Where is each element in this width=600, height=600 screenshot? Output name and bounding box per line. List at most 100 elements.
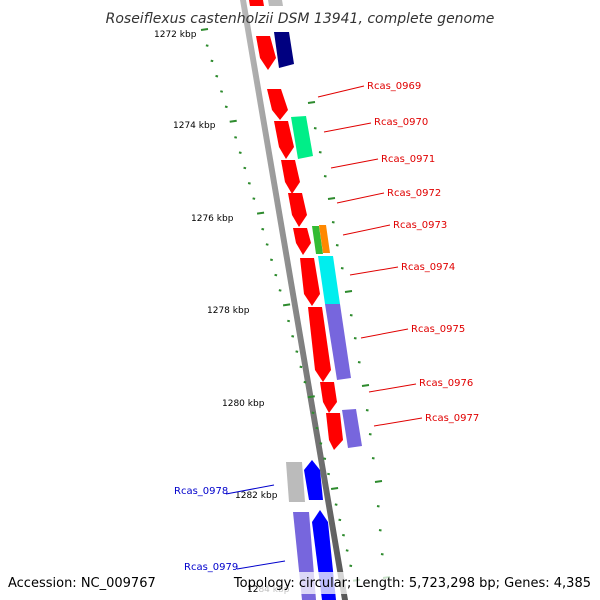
tick-label-1276: 1276 kbp [191,214,234,224]
minor-tick [327,472,331,476]
minor-tick [291,335,295,338]
minor-tick [319,442,323,445]
major-tick [256,211,265,215]
minor-tick [287,319,291,323]
major-tick [327,197,336,200]
major-tick [229,119,237,123]
gene-label-rcas-0972: Rcas_0972 [387,188,441,199]
leader-line [336,192,385,204]
backbone [240,0,348,600]
minor-tick [220,90,224,93]
tick-label-1282: 1282 kbp [235,491,278,501]
cds-forward-strand [249,0,343,450]
minor-tick [331,221,335,224]
major-tick [307,101,316,104]
footer: Accession: NC_009767 Topology: circular;… [8,572,598,594]
gene-label-rcas-0976: Rcas_0976 [419,378,473,389]
minor-tick [247,182,251,185]
minor-tick [265,243,269,246]
gene-label-rcas-0974: Rcas_0974 [401,262,455,273]
minor-tick [323,457,327,460]
cds-feature [256,36,276,70]
cds-feature [300,258,320,306]
minor-tick [338,518,342,522]
leader-line [323,122,372,133]
tick-label-1272: 1272 kbp [154,30,197,40]
gene-label-rcas-0978: Rcas_0978 [174,486,228,497]
minor-tick [303,380,307,384]
minor-tick [349,314,353,317]
cds-feature [288,193,307,227]
minor-tick [270,258,273,262]
major-tick [330,487,339,490]
minor-tick [238,151,242,154]
accession-text: Accession: NC_009767 [8,576,156,591]
minor-tick [345,549,349,552]
feature-block [312,226,323,254]
minor-tick [295,350,299,353]
tick-label-1274: 1274 kbp [173,121,216,131]
cds-feature [293,228,311,255]
cds-feature [274,121,294,159]
minor-tick [318,151,322,154]
minor-tick [371,457,375,460]
gene-label-rcas-0969: Rcas_0969 [367,81,421,92]
major-tick [282,303,291,307]
minor-tick [323,175,327,178]
minor-tick [378,529,382,532]
minor-tick [353,337,357,340]
tick-label-1280: 1280 kbp [222,399,265,409]
gene-label-rcas-0971: Rcas_0971 [381,154,435,165]
leader-line [368,383,417,393]
minor-tick [313,127,317,130]
minor-tick [261,227,265,231]
cds-feature [320,382,337,413]
cds-feature [304,460,323,500]
feature-block [318,256,340,304]
minor-tick [215,74,219,78]
gene-label-rcas-0975: Rcas_0975 [411,324,465,335]
minor-tick [234,136,238,139]
genome-summary-text: Topology: circular; Length: 5,723,298 bp… [233,576,591,591]
minor-tick [335,244,339,247]
major-tick [307,395,315,399]
minor-tick [274,273,278,277]
minor-tick [299,365,303,369]
minor-tick [210,59,214,63]
minor-tick [365,409,369,412]
feature-block [291,116,313,159]
leader-line [373,417,423,427]
major-tick [200,28,209,31]
minor-tick [278,289,282,292]
map-title: Roseiflexus castenholzii DSM 13941, comp… [106,11,495,27]
gene-label-rcas-0970: Rcas_0970 [374,117,428,128]
major-tick [344,290,353,293]
major-tick [361,384,370,387]
footer-backdrop [258,572,598,594]
feature-block [325,304,351,380]
gene-label-rcas-0977: Rcas_0977 [425,413,479,424]
feature-block [342,409,362,448]
major-tick [374,480,383,483]
cds-feature [281,160,300,194]
leader-line [342,224,391,236]
backbone-bar [240,0,348,600]
gene-label-rcas-0979: Rcas_0979 [184,562,238,573]
minor-tick [380,553,384,556]
minor-tick [334,503,338,506]
cds-feature [326,413,343,450]
minor-tick [224,105,228,109]
feature-block [286,462,305,502]
feature-block [274,32,294,68]
minor-tick [342,533,345,537]
feature-block [268,0,283,6]
leader-line [236,560,286,570]
gene-labels: Rcas_0969 Rcas_0970 Rcas_0971 Rcas_0972 … [174,81,479,573]
minor-tick [315,426,319,430]
leader-line [317,85,365,98]
leader-line [349,266,399,276]
minor-tick [349,564,353,568]
tick-labels: 1272 kbp 1274 kbp 1276 kbp 1278 kbp 1280… [154,30,290,595]
minor-tick [252,197,256,200]
